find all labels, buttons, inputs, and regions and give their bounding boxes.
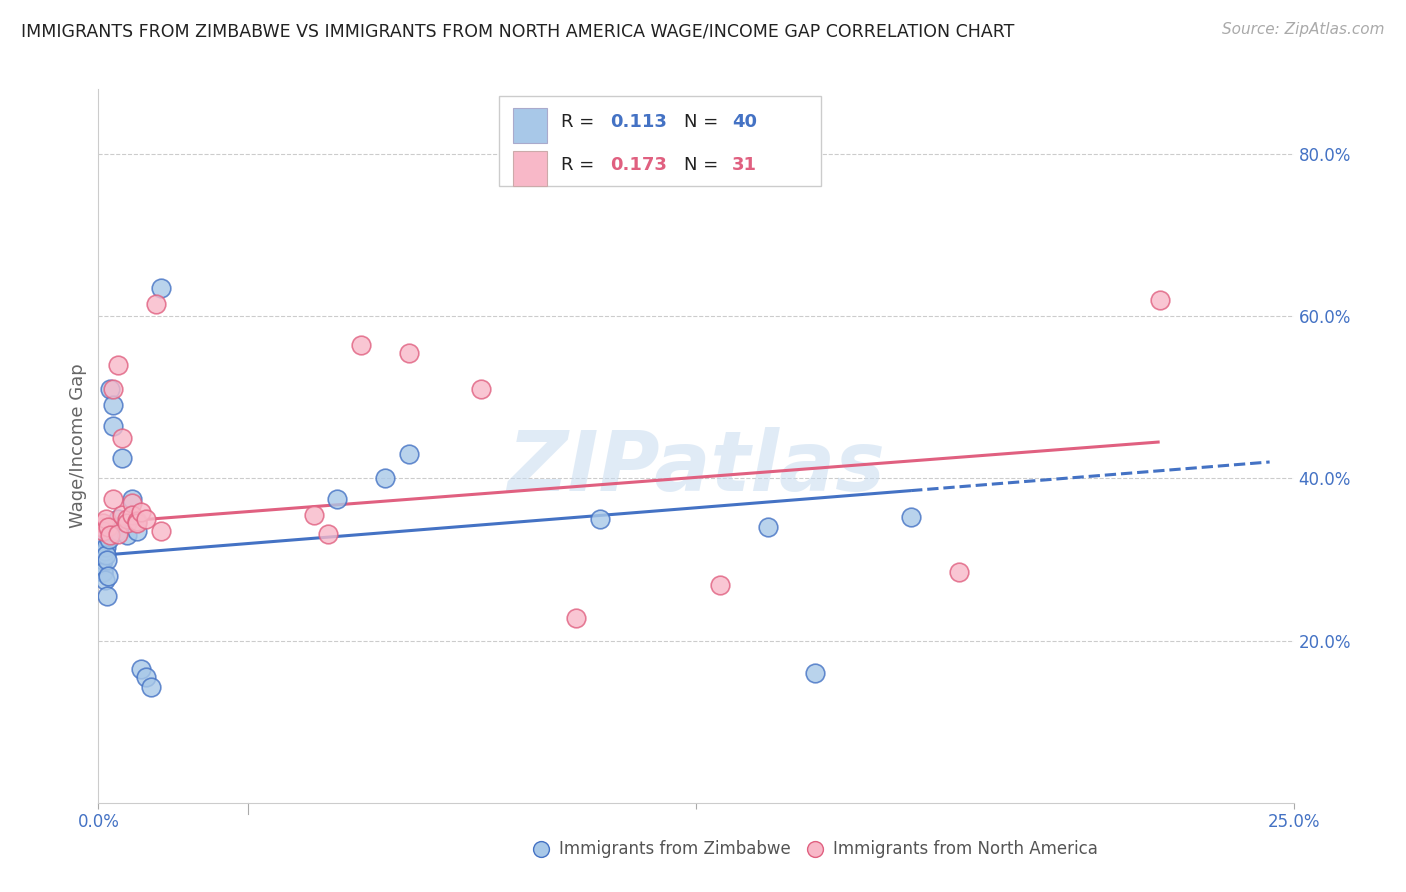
Text: R =: R =: [561, 156, 600, 174]
Point: [96, 589, 118, 603]
Text: Source: ZipAtlas.com: Source: ZipAtlas.com: [1222, 22, 1385, 37]
Point: [111, 508, 134, 522]
Point: [709, 578, 731, 592]
Point: [948, 565, 970, 579]
Point: [302, 508, 325, 522]
Point: [115, 516, 138, 530]
Point: [107, 358, 129, 372]
Point: [91, 557, 114, 571]
Point: [398, 447, 420, 461]
Point: [94, 533, 117, 547]
Point: [97, 520, 120, 534]
Point: [91, 544, 114, 558]
Text: Immigrants from North America: Immigrants from North America: [834, 840, 1098, 858]
Text: N =: N =: [685, 113, 724, 131]
Point: [91, 520, 114, 534]
Point: [350, 337, 373, 351]
Point: [97, 568, 120, 582]
FancyBboxPatch shape: [499, 96, 821, 186]
Point: [98, 382, 122, 396]
Point: [94, 512, 117, 526]
Point: [101, 399, 124, 413]
Point: [91, 524, 114, 538]
Point: [107, 512, 129, 526]
Point: [91, 565, 114, 579]
Text: Immigrants from Zimbabwe: Immigrants from Zimbabwe: [558, 840, 790, 858]
Point: [93, 533, 115, 547]
Point: [756, 520, 779, 534]
Point: [565, 611, 588, 625]
Text: 40: 40: [733, 113, 756, 131]
Point: [121, 491, 143, 506]
Point: [135, 670, 157, 684]
Point: [115, 528, 138, 542]
Text: 31: 31: [733, 156, 756, 174]
Point: [131, 662, 153, 676]
Point: [149, 281, 172, 295]
Point: [98, 528, 122, 542]
Point: [97, 533, 120, 547]
Point: [111, 451, 134, 466]
Point: [91, 544, 114, 558]
Text: 0.113: 0.113: [610, 113, 666, 131]
Point: [93, 544, 115, 558]
Point: [131, 506, 153, 520]
Point: [900, 510, 922, 524]
Point: [93, 573, 115, 587]
Point: [125, 516, 148, 530]
FancyBboxPatch shape: [513, 152, 547, 186]
Point: [121, 508, 143, 522]
Point: [107, 524, 129, 538]
Point: [374, 471, 396, 485]
Point: [316, 526, 339, 541]
Point: [91, 516, 114, 530]
Point: [94, 541, 117, 555]
Point: [97, 524, 120, 538]
FancyBboxPatch shape: [513, 109, 547, 143]
Point: [101, 382, 124, 396]
Point: [93, 541, 115, 555]
Point: [101, 418, 124, 433]
Point: [115, 512, 138, 526]
Point: [96, 552, 118, 566]
Point: [125, 514, 148, 528]
Point: [94, 549, 117, 563]
Point: [145, 297, 167, 311]
Point: [111, 431, 134, 445]
Point: [125, 524, 148, 538]
Point: [398, 345, 420, 359]
Text: IMMIGRANTS FROM ZIMBABWE VS IMMIGRANTS FROM NORTH AMERICA WAGE/INCOME GAP CORREL: IMMIGRANTS FROM ZIMBABWE VS IMMIGRANTS F…: [21, 22, 1015, 40]
Point: [149, 524, 172, 538]
Point: [589, 512, 612, 526]
Point: [804, 666, 827, 681]
Point: [326, 491, 349, 506]
Point: [91, 552, 114, 566]
Point: [470, 382, 492, 396]
Text: 0.173: 0.173: [610, 156, 666, 174]
Point: [107, 526, 129, 541]
Text: R =: R =: [561, 113, 600, 131]
Point: [121, 496, 143, 510]
Text: N =: N =: [685, 156, 724, 174]
Point: [101, 491, 124, 506]
Point: [91, 549, 114, 563]
Point: [139, 680, 162, 694]
Text: ZIPatlas: ZIPatlas: [508, 427, 884, 508]
Y-axis label: Wage/Income Gap: Wage/Income Gap: [69, 364, 87, 528]
Point: [1149, 293, 1171, 307]
Point: [135, 512, 157, 526]
Point: [103, 520, 125, 534]
Point: [91, 565, 114, 579]
